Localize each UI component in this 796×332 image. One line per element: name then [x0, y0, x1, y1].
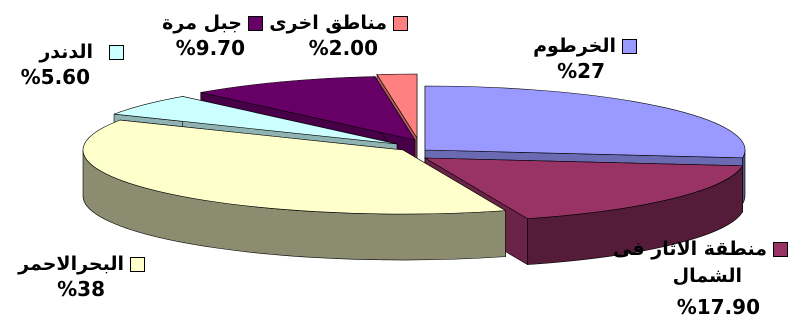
slice-value: %27	[557, 59, 605, 83]
pie-slice-3	[113, 96, 398, 145]
slice-name-line2: الشمال	[672, 265, 742, 287]
legend-label-other-areas: مناطق اخرى %2.00	[269, 12, 408, 61]
pie-slice-1	[423, 157, 744, 219]
slice-value: %9.70	[175, 36, 245, 60]
slice-name: الخرطوم	[533, 35, 616, 57]
legend-label-khartoum: الخرطوم %27	[533, 35, 637, 84]
pie-slice-0	[424, 85, 746, 159]
legend-label-antiquities-north: منطقة الاثار فى الشمال %17.90	[613, 238, 788, 320]
pie-slice-4	[200, 76, 416, 141]
slice-value: %5.60	[20, 65, 90, 89]
legend-label-jebel-marra: جبل مرة %9.70	[162, 12, 263, 61]
slice-value: %17.90	[676, 295, 760, 319]
legend-swatch-antiquities-north	[773, 242, 788, 257]
slice-value: %38	[57, 277, 105, 301]
legend-swatch-dinder	[109, 45, 124, 60]
legend-swatch-khartoum	[622, 39, 637, 54]
legend-label-dinder: الدندر %5.60	[21, 41, 124, 90]
slice-name: مناطق اخرى	[269, 12, 387, 34]
slice-name-line1: منطقة الاثار فى	[613, 238, 767, 260]
slice-value: %2.00	[308, 36, 378, 60]
pie-slice-5	[376, 73, 418, 140]
legend-swatch-red-sea	[130, 257, 145, 272]
slice-name: الدندر	[39, 41, 93, 63]
legend-swatch-other-areas	[393, 16, 408, 31]
slice-name: البحرالاحمر	[18, 253, 124, 275]
slice-rim-0-0	[742, 149, 746, 205]
legend-swatch-jebel-marra	[248, 16, 263, 31]
legend-label-red-sea: البحرالاحمر %38	[18, 253, 145, 302]
slice-name: جبل مرة	[162, 12, 242, 34]
pie-slice-2	[82, 119, 507, 215]
